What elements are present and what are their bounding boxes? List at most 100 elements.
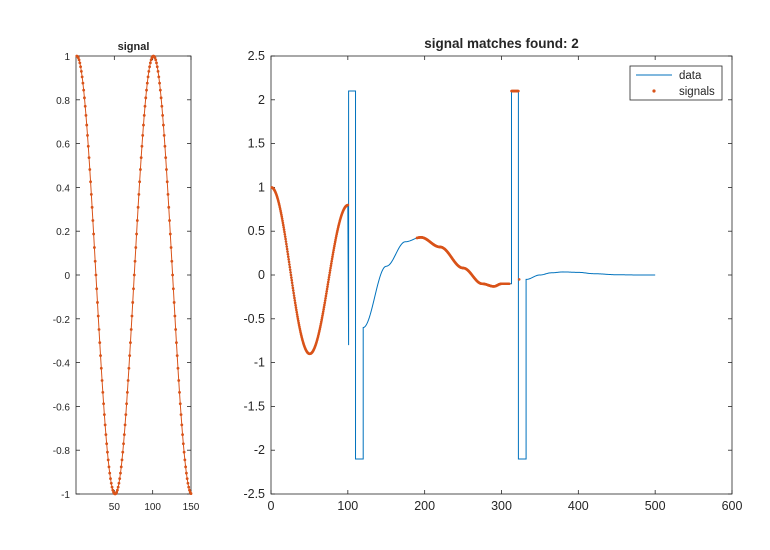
x-tick-label: 500 [645, 499, 666, 513]
signal-point [139, 156, 143, 160]
signal-point [125, 402, 128, 406]
signal-point [186, 481, 190, 485]
signal-point [90, 205, 94, 209]
signal-point [157, 75, 161, 79]
signals-point [294, 306, 298, 309]
y-tick-label: 1 [64, 52, 70, 63]
y-tick-label: 1.5 [248, 137, 265, 151]
signal-point [83, 104, 87, 108]
signal-point [154, 58, 158, 62]
signal-point [135, 219, 139, 222]
y-tick-label: -0.4 [53, 359, 71, 370]
signal-point [175, 354, 179, 358]
signal-point [142, 113, 146, 117]
signals-point [330, 262, 333, 265]
signals-point [323, 301, 327, 305]
signal-point [182, 450, 186, 454]
signals-point [292, 294, 296, 297]
signals-point [324, 296, 327, 300]
signals-point [329, 264, 333, 268]
signal-point [99, 366, 103, 370]
signal-point [106, 450, 109, 454]
signal-point [133, 259, 137, 263]
matches-x-ticks: 0 100 200 300 400 500 600 [268, 56, 742, 513]
signals-point [296, 315, 299, 318]
signal-point [122, 433, 126, 437]
signal-point [135, 232, 138, 236]
signal-point [155, 61, 158, 65]
signals-point [292, 291, 295, 295]
signals-point [288, 268, 292, 272]
signal-point [146, 75, 150, 79]
signal-point [108, 471, 112, 475]
signal-point [158, 81, 161, 85]
signal-point [165, 180, 169, 184]
signal-point [89, 180, 92, 184]
signal-point [91, 219, 95, 222]
legend-box [629, 65, 723, 101]
signal-point [102, 413, 106, 416]
signal-point [124, 413, 128, 416]
signal-point [81, 81, 85, 85]
signal-point [126, 379, 130, 382]
signal-point [101, 390, 105, 394]
signal-point [129, 328, 133, 331]
y-tick-label: -2 [254, 443, 265, 457]
signals-point [323, 303, 326, 307]
signal-point [170, 259, 174, 263]
signal-point [155, 65, 159, 69]
signals-point [297, 323, 301, 327]
signals-point [288, 265, 292, 269]
signals-point [279, 211, 283, 214]
signals-point [346, 203, 350, 207]
signal-point [140, 144, 144, 148]
signal-point [118, 477, 122, 481]
signals-point [333, 242, 337, 246]
signal-point [125, 390, 129, 394]
signal-point [141, 134, 145, 137]
signals-point [328, 271, 332, 274]
signals-point [325, 290, 329, 293]
signal-point [167, 205, 171, 209]
signals-point [296, 319, 300, 323]
signal-point [96, 314, 100, 318]
signals-point [280, 215, 284, 218]
y-tick-label: 2 [258, 93, 265, 107]
signals-point [283, 232, 287, 236]
signals-point [286, 255, 290, 259]
signals-point [333, 244, 336, 248]
signals-point [296, 317, 300, 321]
signal-point [162, 134, 166, 137]
signal-point [147, 69, 151, 73]
signal-point [142, 123, 145, 127]
signal-point [96, 301, 99, 304]
signal-point [165, 168, 168, 171]
signals-point [295, 308, 298, 312]
signal-point [116, 485, 120, 489]
signal-point [171, 287, 175, 291]
signals-point [320, 316, 324, 320]
signals-point [284, 237, 287, 241]
y-tick-label: 0 [64, 271, 70, 282]
x-tick-label: 0 [268, 499, 275, 513]
signal-point [92, 232, 96, 236]
signals-point [326, 280, 330, 284]
signal-point [148, 65, 152, 69]
signal-point [181, 442, 185, 446]
signal-point [187, 485, 191, 489]
y-tick-label: -0.6 [53, 402, 71, 413]
signals-point [290, 281, 294, 285]
signal-point [143, 104, 147, 108]
signal-axes: signal -1-0.8-0.6-0.4-0.200.20.40.60.81 … [53, 41, 200, 513]
signal-point [79, 65, 82, 69]
x-tick-label: 300 [491, 499, 512, 513]
signal-point [184, 465, 188, 469]
y-tick-label: 0.5 [248, 224, 265, 238]
signals-point [327, 276, 331, 279]
signal-point [105, 442, 109, 446]
signals-point [294, 303, 297, 307]
signal-point [87, 156, 91, 160]
signal-point [99, 354, 102, 358]
legend-signals-marker [652, 89, 656, 93]
signal-point [127, 366, 131, 370]
